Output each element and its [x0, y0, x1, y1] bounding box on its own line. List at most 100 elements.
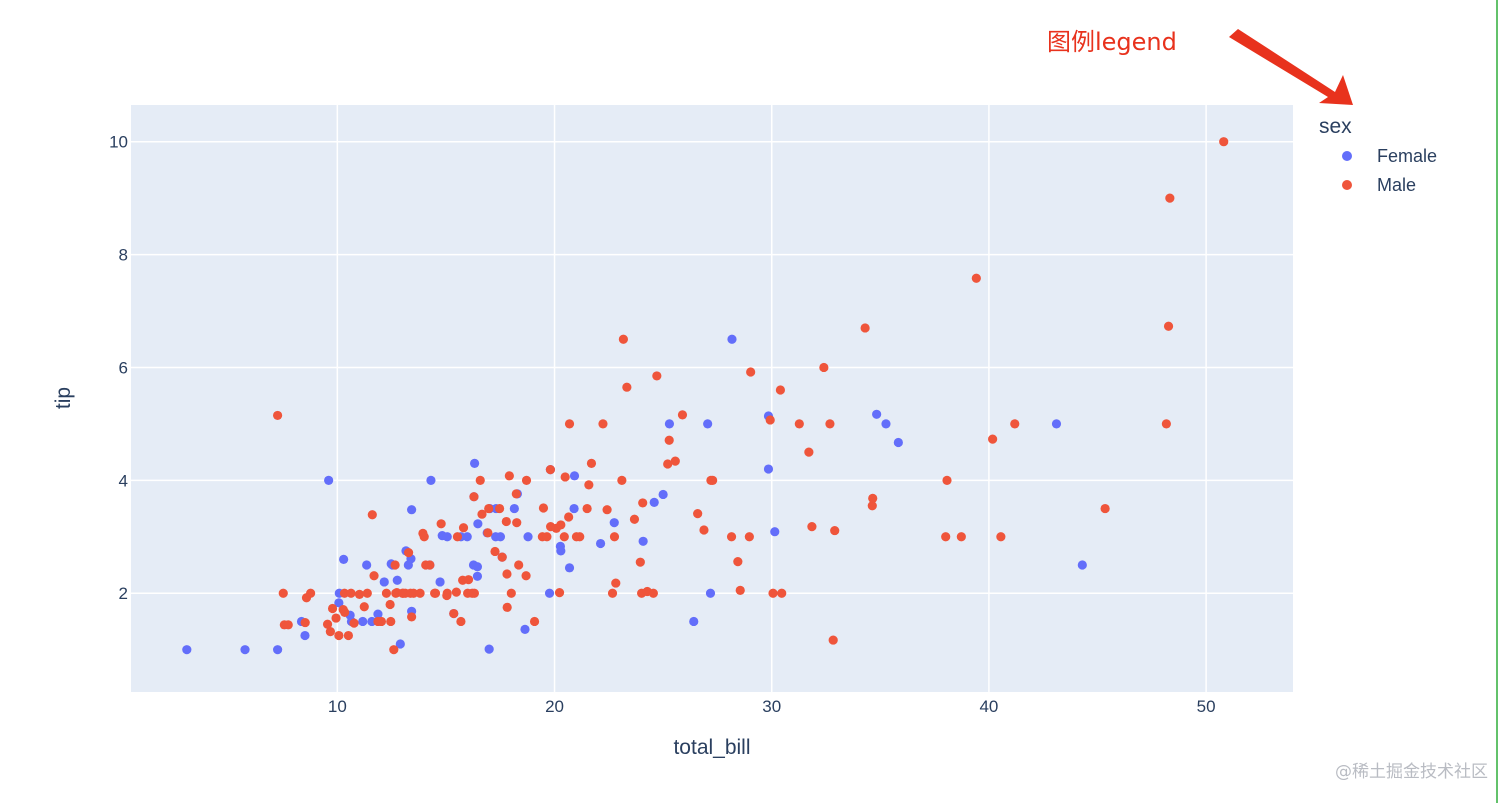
data-point[interactable]	[376, 616, 387, 627]
data-point[interactable]	[868, 493, 878, 504]
data-point[interactable]	[495, 532, 506, 542]
data-point[interactable]	[542, 532, 552, 542]
data-point[interactable]	[436, 519, 446, 529]
data-point[interactable]	[554, 588, 565, 598]
data-point[interactable]	[334, 630, 344, 641]
legend-item-male[interactable]: Male	[1342, 175, 1416, 195]
data-point[interactable]	[564, 419, 575, 429]
data-point[interactable]	[586, 458, 597, 469]
data-point[interactable]	[763, 464, 774, 474]
data-point[interactable]	[768, 588, 778, 598]
data-point[interactable]	[358, 616, 368, 627]
data-point[interactable]	[419, 532, 429, 542]
data-point[interactable]	[327, 603, 338, 614]
data-point[interactable]	[1161, 419, 1171, 429]
data-point[interactable]	[670, 456, 680, 466]
data-point[interactable]	[617, 475, 627, 485]
data-point[interactable]	[569, 503, 579, 514]
data-point[interactable]	[334, 598, 344, 608]
data-point[interactable]	[629, 514, 640, 524]
data-point[interactable]	[300, 617, 310, 628]
data-point[interactable]	[415, 588, 425, 598]
data-point[interactable]	[609, 532, 620, 542]
data-point[interactable]	[354, 589, 365, 599]
data-point[interactable]	[825, 419, 835, 429]
data-point[interactable]	[881, 419, 891, 429]
data-point[interactable]	[473, 519, 483, 529]
data-point[interactable]	[497, 552, 507, 562]
data-point[interactable]	[511, 489, 521, 499]
data-point[interactable]	[477, 509, 487, 519]
data-point[interactable]	[484, 503, 494, 514]
data-point[interactable]	[1165, 193, 1175, 203]
data-point[interactable]	[504, 471, 514, 481]
data-point[interactable]	[182, 645, 192, 655]
data-point[interactable]	[744, 532, 754, 542]
data-point[interactable]	[349, 618, 359, 628]
data-point[interactable]	[538, 503, 549, 513]
data-point[interactable]	[273, 410, 283, 421]
data-point[interactable]	[523, 532, 533, 542]
data-point[interactable]	[602, 505, 612, 515]
data-point[interactable]	[648, 588, 658, 598]
data-point[interactable]	[300, 630, 310, 641]
data-point[interactable]	[456, 616, 466, 627]
data-point[interactable]	[451, 587, 461, 597]
data-point[interactable]	[435, 577, 445, 587]
data-point[interactable]	[942, 475, 952, 485]
data-point[interactable]	[490, 546, 500, 557]
data-point[interactable]	[501, 516, 511, 527]
data-point[interactable]	[569, 471, 580, 481]
data-point[interactable]	[449, 608, 459, 619]
data-point[interactable]	[607, 588, 618, 598]
data-point[interactable]	[584, 480, 594, 490]
data-point[interactable]	[727, 334, 737, 344]
data-point[interactable]	[362, 560, 372, 570]
data-point[interactable]	[484, 644, 494, 654]
data-point[interactable]	[996, 532, 1006, 542]
data-point[interactable]	[240, 645, 250, 655]
data-point[interactable]	[392, 575, 402, 585]
data-point[interactable]	[956, 532, 966, 542]
data-point[interactable]	[544, 588, 555, 598]
data-point[interactable]	[502, 569, 512, 579]
data-point[interactable]	[677, 410, 688, 420]
data-point[interactable]	[426, 475, 436, 485]
data-point[interactable]	[359, 602, 369, 612]
data-point[interactable]	[462, 532, 472, 542]
data-point[interactable]	[775, 385, 786, 395]
data-point[interactable]	[325, 627, 335, 637]
data-point[interactable]	[705, 588, 716, 598]
data-point[interactable]	[343, 630, 354, 641]
data-point[interactable]	[469, 588, 479, 598]
data-point[interactable]	[794, 419, 804, 429]
data-point[interactable]	[746, 367, 756, 377]
data-point[interactable]	[689, 616, 699, 627]
data-point[interactable]	[306, 588, 316, 598]
data-point[interactable]	[867, 501, 877, 511]
data-point[interactable]	[502, 602, 512, 612]
legend-item-female[interactable]: Female	[1342, 146, 1437, 166]
data-point[interactable]	[403, 547, 414, 558]
data-point[interactable]	[452, 532, 463, 542]
data-point[interactable]	[494, 503, 505, 514]
data-point[interactable]	[663, 459, 673, 469]
data-point[interactable]	[324, 475, 334, 485]
data-point[interactable]	[559, 532, 569, 542]
data-point[interactable]	[708, 475, 718, 485]
data-point[interactable]	[340, 607, 350, 618]
data-point[interactable]	[560, 472, 570, 482]
data-point[interactable]	[664, 435, 674, 445]
data-point[interactable]	[407, 612, 417, 622]
data-point[interactable]	[703, 419, 713, 429]
data-point[interactable]	[638, 536, 648, 546]
data-point[interactable]	[545, 465, 556, 475]
data-point[interactable]	[425, 560, 435, 570]
data-point[interactable]	[804, 447, 814, 457]
data-point[interactable]	[509, 503, 519, 514]
data-point[interactable]	[622, 382, 632, 392]
data-point[interactable]	[385, 599, 395, 610]
data-point[interactable]	[658, 489, 668, 500]
data-point[interactable]	[765, 415, 775, 425]
data-point[interactable]	[618, 334, 628, 344]
